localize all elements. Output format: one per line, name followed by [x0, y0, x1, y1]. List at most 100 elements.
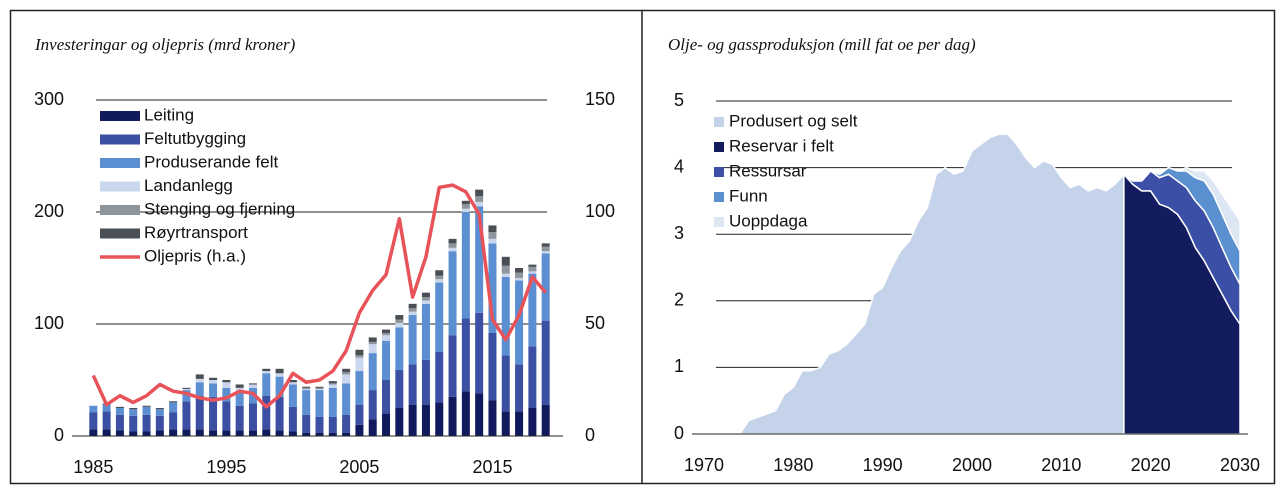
bar-segment: [355, 371, 364, 405]
bar-segment: [142, 431, 151, 436]
bar-segment: [528, 273, 537, 347]
bar-segment: [382, 332, 391, 336]
bar-segment: [435, 282, 444, 352]
bar-segment: [368, 390, 377, 420]
bar-segment: [222, 380, 231, 383]
bar-segment: [528, 346, 537, 408]
x-tick-label: 1980: [773, 455, 813, 475]
bar-segment: [262, 429, 271, 436]
bar-segment: [342, 432, 351, 436]
bar-segment: [435, 352, 444, 403]
bar-segment: [435, 270, 444, 276]
bar-segment: [541, 243, 550, 247]
bar-segment: [209, 430, 218, 436]
y-tick-label: 1: [674, 356, 684, 376]
x-tick-label: 2020: [1131, 455, 1171, 475]
bar-segment: [342, 414, 351, 433]
bar-segment: [155, 415, 164, 431]
bar-segment: [302, 388, 311, 391]
bar-segment: [288, 380, 297, 383]
y2-tick-label: 50: [585, 313, 605, 333]
bar-segment: [368, 337, 377, 342]
bar-segment: [421, 404, 430, 436]
bar-segment: [421, 300, 430, 304]
bar-segment: [315, 386, 324, 388]
bar-segment: [315, 390, 324, 417]
bar-segment: [209, 377, 218, 380]
bar-segment: [395, 369, 404, 408]
bar-segment: [528, 271, 537, 274]
bar-segment: [288, 382, 297, 385]
legend-label: Røyrtransport: [144, 223, 248, 242]
bar-segment: [408, 308, 417, 312]
bar-segment: [395, 315, 404, 320]
y-tick-label: 3: [674, 223, 684, 243]
legend-swatch: [714, 192, 724, 202]
y-tick-label: 2: [674, 290, 684, 310]
legend-swatch: [100, 228, 140, 239]
legend-label: Reservar i felt: [729, 136, 834, 155]
y-tick-label: 4: [674, 156, 684, 176]
bar-segment: [408, 315, 417, 365]
bar-segment: [515, 280, 524, 365]
bar-segment: [89, 429, 98, 436]
bar-segment: [209, 383, 218, 397]
bar-segment: [169, 401, 178, 403]
bar-segment: [368, 341, 377, 345]
bar-segment: [275, 396, 284, 431]
legend-label: Landanlegg: [144, 176, 233, 195]
bar-segment: [248, 383, 257, 385]
bar-segment: [155, 430, 164, 436]
bar-segment: [195, 374, 204, 379]
bar-segment: [222, 382, 231, 388]
legend-label: Feltutbygging: [144, 129, 246, 148]
bar-segment: [501, 355, 510, 412]
bar-segment: [382, 335, 391, 341]
bar-segment: [182, 401, 191, 430]
bar-segment: [501, 256, 510, 266]
legend-label: Leiting: [144, 105, 194, 124]
bar-segment: [129, 409, 138, 416]
x-tick-label: 2005: [339, 457, 379, 477]
x-tick-label: 2000: [952, 455, 992, 475]
bar-segment: [461, 391, 470, 436]
bar-segment: [275, 376, 284, 397]
x-tick-label: 2015: [472, 457, 512, 477]
bar-segment: [475, 393, 484, 436]
bar-segment: [488, 225, 497, 233]
bar-segment: [488, 332, 497, 401]
legend-swatch: [100, 111, 140, 121]
y-tick-label: 100: [34, 313, 64, 333]
bar-segment: [115, 430, 124, 436]
bar-segment: [328, 387, 337, 417]
bar-segment: [155, 408, 164, 410]
bar-segment: [368, 419, 377, 436]
bar-segment: [541, 251, 550, 254]
y-tick-label: 5: [674, 90, 684, 110]
bar-segment: [488, 400, 497, 436]
bar-segment: [488, 238, 497, 244]
y-tick-label: 0: [674, 423, 684, 443]
bar-segment: [129, 431, 138, 436]
bar-segment: [262, 368, 271, 372]
bar-segment: [129, 415, 138, 432]
bar-segment: [169, 429, 178, 436]
bar-segment: [395, 408, 404, 436]
bar-segment: [488, 243, 497, 333]
bar-segment: [315, 387, 324, 389]
bar-segment: [475, 201, 484, 207]
bar-segment: [528, 264, 537, 267]
bar-segment: [448, 396, 457, 436]
price-line: [91, 183, 548, 409]
bar-segment: [435, 275, 444, 280]
bar-segment: [248, 430, 257, 436]
bar-segment: [515, 268, 524, 273]
legend-swatch: [714, 117, 724, 127]
bar-segment: [262, 371, 271, 374]
bar-segment: [355, 424, 364, 436]
legend-swatch: [100, 205, 140, 215]
bar-segment: [528, 266, 537, 272]
bar-segment: [142, 414, 151, 432]
bar-segment: [89, 405, 98, 413]
bar-segment: [342, 372, 351, 375]
